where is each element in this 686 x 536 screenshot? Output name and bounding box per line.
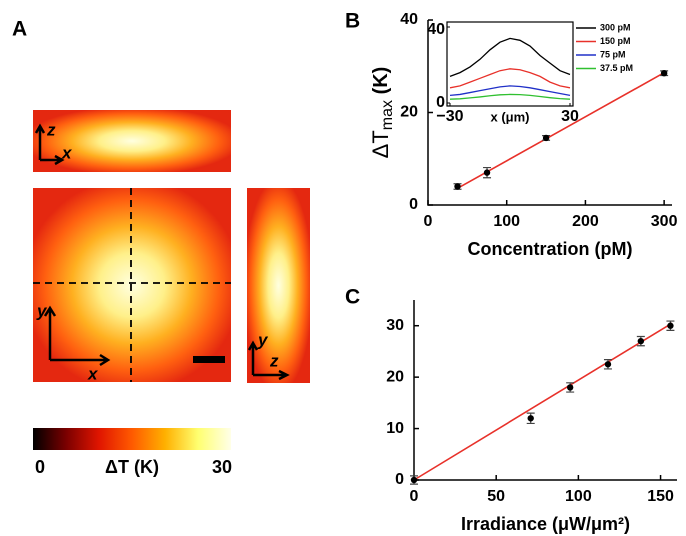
- page: {"chart_data": [ {"type": "heatmap", "pa…: [0, 0, 686, 536]
- colorbar-tick-label: 0: [35, 457, 45, 477]
- legend-label: 150 pM: [600, 36, 631, 46]
- legend-label: 75 pM: [600, 49, 626, 59]
- x-axis-label: Concentration (pM): [468, 239, 633, 259]
- data-point: [638, 338, 644, 344]
- x-tick-label: 0: [410, 488, 419, 505]
- xz-image: [33, 110, 231, 172]
- x-tick-label: 200: [572, 213, 599, 230]
- figure: A B C z x y x y z ΔT (K) 030010020030002…: [0, 0, 686, 536]
- colorbar: [33, 428, 231, 450]
- colorbar-tick-label: 30: [212, 457, 232, 477]
- x-axis-label: Irradiance (μW/μm²): [461, 514, 630, 534]
- axis-label: z: [46, 120, 56, 139]
- data-point: [454, 183, 460, 189]
- panel-letter: C: [345, 286, 360, 309]
- data-point: [543, 135, 549, 141]
- axis-label: z: [269, 351, 279, 370]
- panel-letter: B: [345, 10, 360, 33]
- x-tick-label: 150: [647, 488, 674, 505]
- y-tick-label: 20: [400, 104, 418, 121]
- x-tick-label: 100: [565, 488, 592, 505]
- axis-label: y: [257, 330, 269, 349]
- axis-label: y: [36, 301, 48, 320]
- y-tick-label: 0: [409, 196, 418, 213]
- x-tick-label: 30: [561, 108, 579, 125]
- y-tick-label: 40: [427, 21, 445, 38]
- y-label-symbol: ΔT: [368, 130, 393, 158]
- legend-label: 37.5 pM: [600, 63, 633, 73]
- panel-letter: A: [12, 18, 27, 41]
- y-label-unit: (K): [370, 67, 392, 100]
- y-tick-label: 20: [386, 368, 404, 385]
- colorbar-label: ΔT (K): [105, 457, 159, 477]
- y-label-subscript: max: [379, 100, 396, 130]
- data-point: [667, 323, 673, 329]
- x-tick-label: 0: [424, 213, 433, 230]
- axis-label: x: [61, 143, 73, 162]
- y-tick-label: 0: [395, 471, 404, 488]
- yz-image: [247, 188, 310, 383]
- data-point: [567, 384, 573, 390]
- data-point: [605, 361, 611, 367]
- x-tick-label: 300: [651, 213, 678, 230]
- y-tick-label: 40: [400, 11, 418, 28]
- scale-bar: [193, 356, 225, 363]
- data-point: [484, 169, 490, 175]
- data-point: [528, 415, 534, 421]
- data-point: [411, 477, 417, 483]
- xy-image: [33, 188, 231, 382]
- legend-label: 300 pM: [600, 22, 631, 32]
- y-tick-label: 0: [436, 94, 445, 111]
- y-tick-label: 10: [386, 420, 404, 437]
- y-tick-label: 30: [386, 317, 404, 334]
- x-tick-label: 50: [487, 488, 505, 505]
- x-axis-label: x (μm): [490, 109, 529, 124]
- data-point: [661, 70, 667, 76]
- x-tick-label: 100: [493, 213, 520, 230]
- axis-label: x: [87, 364, 99, 383]
